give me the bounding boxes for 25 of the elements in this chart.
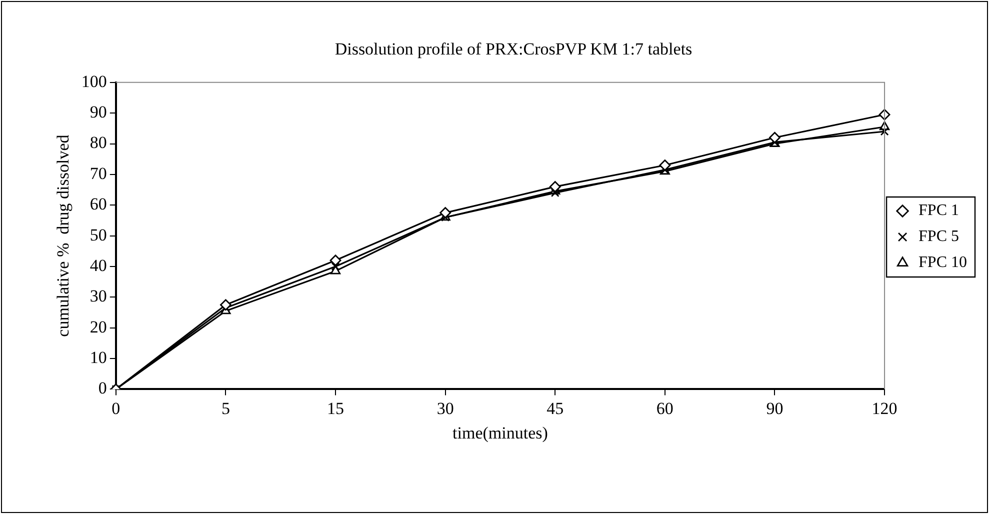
- y-tick-label: 100: [81, 72, 107, 91]
- x-tick-label: 0: [112, 398, 120, 418]
- x-tick-label: 30: [436, 398, 454, 418]
- x-tick-label: 5: [221, 398, 230, 418]
- x-tick-label: 45: [546, 398, 564, 418]
- y-tick-label: 50: [90, 225, 107, 244]
- y-tick-label: 0: [98, 378, 107, 398]
- y-tick-label: 10: [90, 348, 107, 367]
- chart-title: Dissolution profile of PRX:CrosPVP KM 1:7 tablets: [334, 40, 692, 59]
- y-tick-label: 40: [90, 256, 107, 275]
- y-axis-title: cumulative % drug dissolved: [54, 134, 73, 337]
- y-tick-label: 70: [90, 164, 107, 183]
- x-tick-label: 60: [656, 398, 674, 418]
- x-tick-label: 120: [872, 398, 898, 418]
- legend-label: FPC 5: [918, 228, 959, 246]
- y-tick-label: 30: [90, 286, 107, 306]
- y-tick-label: 90: [90, 102, 107, 122]
- x-tick-label: 15: [327, 398, 344, 418]
- legend-label: FPC 1: [918, 202, 959, 220]
- legend-label: FPC 10: [918, 254, 967, 272]
- x-tick-label: 90: [766, 398, 784, 418]
- y-tick-label: 60: [90, 194, 107, 214]
- y-tick-label: 80: [90, 133, 107, 152]
- x-axis-title: time(minutes): [452, 423, 548, 442]
- y-tick-label: 20: [90, 317, 107, 336]
